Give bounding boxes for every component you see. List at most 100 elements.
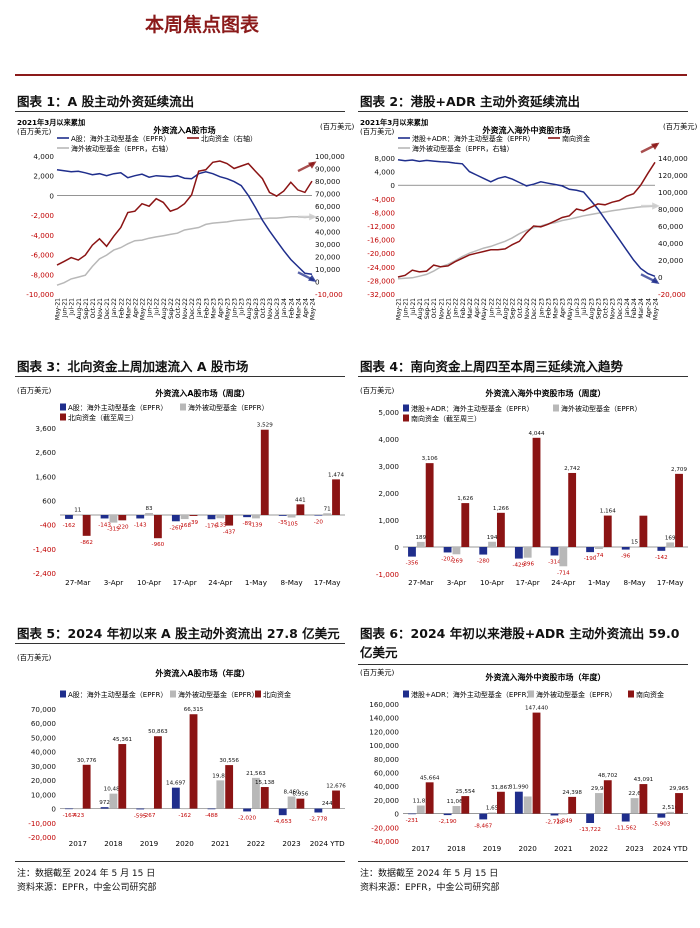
x-tick: Sep-21 xyxy=(424,298,431,319)
data-label: 31,867 xyxy=(491,785,511,791)
panel-rule xyxy=(358,861,688,862)
data-label: -96 xyxy=(621,554,631,560)
category-label: 17-May xyxy=(314,578,341,587)
trend-arrow-head xyxy=(308,274,317,282)
bar xyxy=(332,479,340,515)
y-tick: 100,000 xyxy=(369,741,399,750)
category-label: 24-Apr xyxy=(551,578,575,587)
bar xyxy=(243,515,252,518)
x-tick: May-23 xyxy=(225,298,232,320)
bar xyxy=(100,515,109,519)
x-tick: Jun-21 xyxy=(62,298,69,318)
y-tick: 160,000 xyxy=(369,700,399,709)
data-label: -135 xyxy=(214,522,227,528)
data-label: -356 xyxy=(406,561,419,567)
bar xyxy=(630,798,639,814)
x-tick: Jan-23 xyxy=(538,298,545,318)
y-left-tick: 0 xyxy=(49,191,54,200)
x-tick: Oct-22 xyxy=(517,298,524,318)
bar xyxy=(488,541,496,547)
x-tick: Oct-23 xyxy=(260,298,267,318)
category-label: 2019 xyxy=(483,844,502,853)
bar xyxy=(323,808,332,809)
legend-label: 北向资金（截至周三） xyxy=(68,413,138,422)
y-right-tick: 60,000 xyxy=(658,222,684,231)
bar xyxy=(252,515,260,519)
category-label: 2023 xyxy=(625,844,643,853)
bar xyxy=(639,515,648,547)
bar xyxy=(73,808,82,810)
category-label: 2024 YTD xyxy=(653,844,688,853)
bar xyxy=(207,808,216,810)
category-label: 10-Apr xyxy=(480,578,504,587)
data-label: -202 xyxy=(441,556,454,562)
bar xyxy=(65,808,73,810)
bar xyxy=(630,546,639,548)
x-tick: Mar-24 xyxy=(295,298,302,319)
bar xyxy=(443,813,452,816)
y-right-tick: 80,000 xyxy=(658,205,684,214)
data-label: -143 xyxy=(98,522,111,528)
data-label: -2,020 xyxy=(238,815,256,821)
bar xyxy=(243,808,252,812)
category-label: 2018 xyxy=(104,839,123,848)
data-label: -11,562 xyxy=(615,826,637,832)
y-tick: 40,000 xyxy=(31,748,57,757)
y-right-tick: 60,000 xyxy=(315,202,341,211)
y-tick: 70,000 xyxy=(31,705,57,714)
legend-swatch xyxy=(403,690,409,698)
legend-label: 海外被动型基金（EPFR） xyxy=(536,690,617,699)
bar xyxy=(550,813,559,816)
x-tick: Apr-23 xyxy=(560,298,567,318)
data-label: -168 xyxy=(178,523,191,529)
data-label: -39 xyxy=(189,520,199,526)
bar xyxy=(523,547,532,558)
bar xyxy=(603,780,612,814)
category-label: 2023 xyxy=(282,839,300,848)
y-left-tick: 0 xyxy=(390,181,395,190)
bar xyxy=(443,547,452,553)
x-tick: Sep-21 xyxy=(83,298,90,319)
x-tick: Jul-23 xyxy=(239,298,246,316)
x-tick: Jan-24 xyxy=(624,298,631,318)
x-tick: Sep-23 xyxy=(595,298,602,319)
x-tick: Dec-23 xyxy=(617,298,624,320)
legend-label: 海外被动型基金（EPFR） xyxy=(561,404,642,413)
y-tick: 600 xyxy=(42,497,56,506)
category-label: 27-Mar xyxy=(65,578,90,587)
x-tick: Mar-22 xyxy=(125,298,132,319)
y-right-tick: 120,000 xyxy=(658,171,688,180)
y-left-tick: -8,000 xyxy=(372,208,396,217)
legend-label: 港股+ADR：海外主动型基金（EPFR） xyxy=(411,404,533,413)
legend-label: 北向资金（右轴） xyxy=(201,134,257,143)
category-label: 3-Apr xyxy=(447,578,466,587)
bar xyxy=(550,547,559,556)
y-tick: 60,000 xyxy=(374,769,400,778)
data-label: 169 xyxy=(665,535,676,541)
data-label: 43,091 xyxy=(634,777,654,783)
data-label: 71 xyxy=(324,506,332,512)
bar xyxy=(559,813,568,815)
category-label: 24-Apr xyxy=(208,578,232,587)
x-tick: Sep-22 xyxy=(168,298,175,319)
bar xyxy=(171,787,180,809)
data-label: 3,106 xyxy=(422,456,438,462)
panel-title-5: 图表 5：2024 年初以来 A 股主动外资流出 27.8 亿美元 xyxy=(17,626,340,641)
data-label: -2,190 xyxy=(439,819,457,825)
bar xyxy=(479,547,488,555)
y-tick: -1,000 xyxy=(376,570,400,579)
series-line xyxy=(56,169,313,276)
bar xyxy=(252,777,260,809)
bar xyxy=(461,796,470,814)
data-label: -437 xyxy=(223,530,236,536)
x-tick: Sep-22 xyxy=(510,298,517,319)
bar xyxy=(180,808,189,810)
category-label: 17-Apr xyxy=(173,578,197,587)
y-right-tick: 40,000 xyxy=(315,227,341,236)
data-label: -429 xyxy=(512,563,525,569)
data-label: 29,98 xyxy=(591,786,607,792)
x-tick: Oct-23 xyxy=(603,298,610,318)
data-label: 4,044 xyxy=(529,431,545,437)
bar xyxy=(666,811,675,814)
category-label: 8-May xyxy=(281,578,304,587)
